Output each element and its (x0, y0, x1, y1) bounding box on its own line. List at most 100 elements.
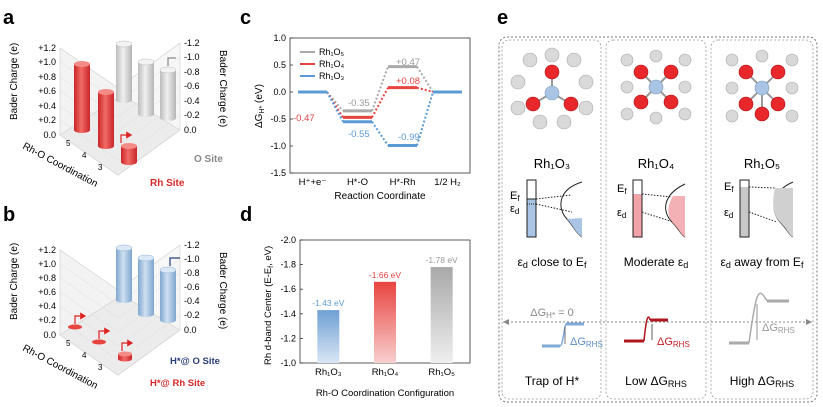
a-left-tick: +0.6 (38, 86, 56, 96)
a-right-tick: -0.8 (184, 67, 200, 77)
a-right-tick: -1.0 (184, 52, 200, 62)
d-y-tick-label: -1.4 (280, 309, 296, 319)
a-o-bar (160, 70, 176, 121)
a-left-tick: +0.8 (38, 72, 56, 82)
b-right-axis-title: Bader Charge (e) (217, 252, 228, 329)
c-y-tick-label: 1.0 (273, 33, 286, 43)
panel-e-schematic: Rh₁O₃ Rh₁O₄ Rh₁O₅ Ef εd Ef εd (498, 36, 818, 403)
d-x-tick-label: Rh₁O₄ (372, 367, 399, 378)
a-rh-bar-top (74, 61, 90, 67)
b-o-arrow-icon (169, 257, 180, 266)
d-y-tick-label: -1.6 (280, 284, 296, 294)
b-right-tick: -0.8 (184, 268, 200, 278)
e-dg-rhs-label: ΔGRHS (657, 336, 690, 349)
panel-b-3d-chart: +1.2 +1.0 +0.8 +0.6 +0.4 +0.2 0.0 -1.2 -… (9, 240, 228, 392)
e-dg-rh1o4: ΔGRHS (624, 316, 690, 349)
c-connector (416, 91, 434, 146)
a-depth-tick: 3 (98, 163, 103, 172)
c-label-r4-o: -0.47 (293, 113, 315, 124)
b-o-bar (116, 248, 132, 303)
e-band-caption-2: Moderate εd (624, 255, 688, 270)
c-connector (371, 87, 389, 118)
b-left-tick: 0.0 (43, 330, 56, 340)
c-y-tick-label: 0.0 (273, 87, 286, 97)
panel-label-c: c (240, 7, 251, 29)
a-o-site-label: O Site (194, 154, 223, 165)
a-rh-bar-top (98, 89, 114, 95)
a-left-tick: +0.2 (38, 115, 56, 125)
rh1o5-structure (725, 49, 799, 123)
b-rh-bar (68, 324, 82, 330)
d-bar (317, 310, 340, 363)
d-bar-value-label: -1.78 eV (426, 255, 458, 265)
c-legend-rh1o5: Rh₁O₅ (319, 47, 345, 57)
a-left-tick: +0.4 (38, 101, 56, 111)
e-column-frame (605, 39, 707, 400)
a-left-tick: 0.0 (43, 130, 56, 140)
e-dg-rhs-label: ΔGRHS (762, 322, 795, 335)
e-formula-rh1o3: Rh₁O₃ (534, 156, 570, 171)
e-dg-rh1o5: ΔGRHS (729, 292, 795, 345)
d-bar-value-label: -1.43 eV (312, 298, 344, 308)
e-ef-label: Ef (510, 190, 520, 203)
a-right-tick: -0.6 (184, 81, 200, 91)
e-dg-rhs-label: ΔGRHS (570, 336, 603, 349)
rh1o3-structure (510, 47, 594, 130)
e-dg-caption-1: Trap of H* (525, 374, 580, 388)
e-ed-label: εd (724, 207, 733, 220)
c-label-r5-rh: +0.47 (396, 57, 420, 68)
e-dg-caption-2: Low ΔGRHS (625, 374, 687, 389)
panel-label-b: b (3, 204, 15, 226)
b-right-tick: -1.0 (184, 254, 200, 264)
a-right-axis-title: Bader Charge (e) (217, 50, 228, 127)
d-x-axis-title: Rh-O Coordination Configuration (316, 388, 454, 399)
c-plot-frame (289, 37, 471, 174)
c-label-r3-rh: -0.99 (398, 132, 420, 143)
b-right-tick: 0.0 (184, 325, 197, 335)
e-left-arrowhead-icon (503, 319, 509, 325)
b-depth-tick: 5 (66, 339, 71, 348)
a-right-tick: 0.0 (184, 125, 197, 135)
e-band-rh1o5: Ef εd (724, 179, 794, 238)
e-ed-label: εd (617, 207, 626, 220)
a-depth-tick: 4 (82, 151, 87, 160)
b-depth-tick: 4 (82, 351, 87, 360)
b-left-tick: +1.2 (38, 245, 56, 255)
c-label-r3-o: -0.55 (348, 129, 370, 140)
b-o-bar-top (137, 254, 155, 262)
a-rh-bar-top (121, 143, 137, 149)
panel-a-3d-chart: +1.2 +1.0 +0.8 +0.6 +0.4 +0.2 0.0 -1.2 -… (9, 38, 228, 190)
b-rh-site-bars (68, 324, 132, 362)
c-y-tick-label: -1.0 (270, 141, 286, 151)
e-dg-caption-3: High ΔGRHS (730, 374, 794, 389)
e-dgh-zero-label: ΔGH* = 0 (530, 307, 573, 320)
e-column-frame (501, 39, 602, 400)
b-right-tick: -0.2 (184, 310, 200, 320)
a-right-tick: -1.2 (184, 38, 200, 48)
b-left-tick: +0.4 (38, 301, 56, 311)
a-rh-arrow-icon (120, 131, 133, 143)
panel-c-free-energy-chart: 1.0 0.5 0.0 -0.5 -1.0 -1.5 ΔGH* (eV) H⁺+e⁻ H*-… (254, 33, 471, 202)
c-x-tick-label: H⁺+e⁻ (299, 177, 327, 188)
b-left-tick: +1.0 (38, 259, 56, 269)
b-left-tick: +0.8 (38, 273, 56, 283)
b-o-site-bars (115, 244, 177, 323)
a-o-site-bars (115, 40, 177, 121)
b-depth-tick: 3 (98, 363, 103, 372)
b-right-tick: -0.6 (184, 282, 200, 292)
c-y-tick-label: -1.5 (270, 168, 286, 178)
c-y-tick-label: -0.5 (270, 114, 286, 124)
c-connector (416, 86, 434, 93)
d-bar (374, 281, 396, 363)
e-band-caption-3: εd away from Ef (721, 255, 804, 270)
e-outer-frame (498, 36, 818, 403)
a-o-bar-top (137, 58, 155, 66)
e-right-arrowhead-icon (806, 319, 812, 325)
a-rh-bar (121, 146, 137, 165)
a-rh-site-label: Rh Site (150, 178, 185, 189)
d-y-tick-label: -1.0 (280, 358, 296, 368)
e-band-caption-1: εd close to Ef (518, 255, 587, 270)
d-y-axis-title: Rh d-band Center (E-Ef, eV) (263, 246, 275, 365)
d-bar-value-label: -1.66 eV (369, 270, 401, 280)
b-left-tick: +0.2 (38, 315, 56, 325)
